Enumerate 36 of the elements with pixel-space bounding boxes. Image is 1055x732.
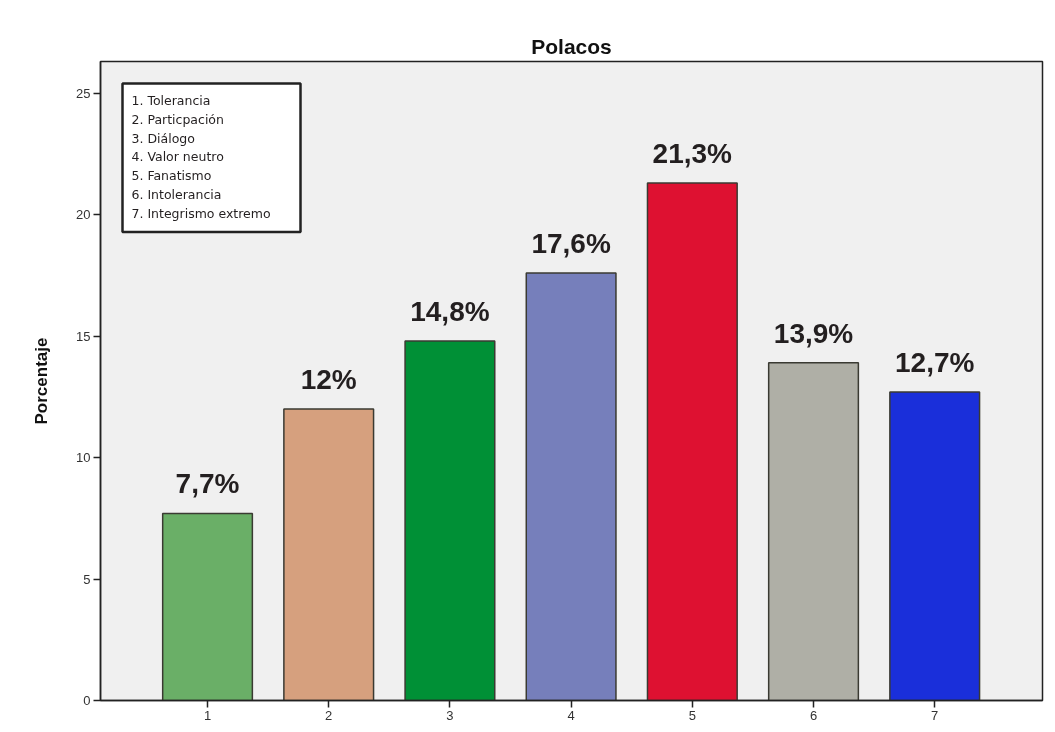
annotation: 1. Tolerancia	[131, 93, 211, 108]
x-tick-label: 7	[931, 707, 939, 723]
data-label: 12,7%	[895, 346, 975, 378]
annotation: 5. Fanatismo	[131, 168, 212, 184]
data-label: 21,3%	[652, 137, 733, 169]
annotation: 6. Intolerancia	[131, 187, 222, 202]
y-tick-label: 5	[83, 571, 91, 587]
x-tick-label: 3	[446, 707, 454, 723]
x-tick-label: 6	[809, 707, 818, 723]
x-tick-label: 4	[567, 707, 575, 723]
chart-title: Polacos	[531, 34, 612, 58]
x-tick-label: 5	[688, 707, 696, 723]
bar	[161, 512, 254, 701]
annotation: 7. Integrismo extremo	[131, 205, 271, 221]
bar	[525, 272, 617, 701]
annotation: 3. Diálogo	[131, 130, 195, 146]
data-label: 14,8%	[410, 295, 490, 327]
y-tick-label: 0	[83, 693, 91, 708]
data-label: 17,6%	[531, 227, 611, 259]
bar	[767, 362, 860, 701]
y-tick-label: 15	[76, 328, 91, 344]
annotation: 2. Particpación	[131, 111, 224, 127]
bar	[646, 182, 738, 701]
y-tick-label: 10	[76, 450, 91, 466]
data-label: 12%	[300, 363, 357, 395]
bar	[283, 408, 375, 701]
y-tick-label: 20	[76, 207, 91, 223]
y-tick-label: 25	[76, 85, 91, 101]
data-label: 7,7%	[175, 468, 240, 500]
x-tick-label: 1	[203, 707, 212, 723]
data-label: 13,9%	[773, 317, 854, 349]
y-axis-title: Porcentaje	[32, 337, 52, 425]
x-tick-label: 2	[325, 707, 333, 723]
bar	[889, 391, 981, 701]
bar	[404, 340, 496, 701]
annotation: 4. Valor neutro	[131, 149, 224, 165]
